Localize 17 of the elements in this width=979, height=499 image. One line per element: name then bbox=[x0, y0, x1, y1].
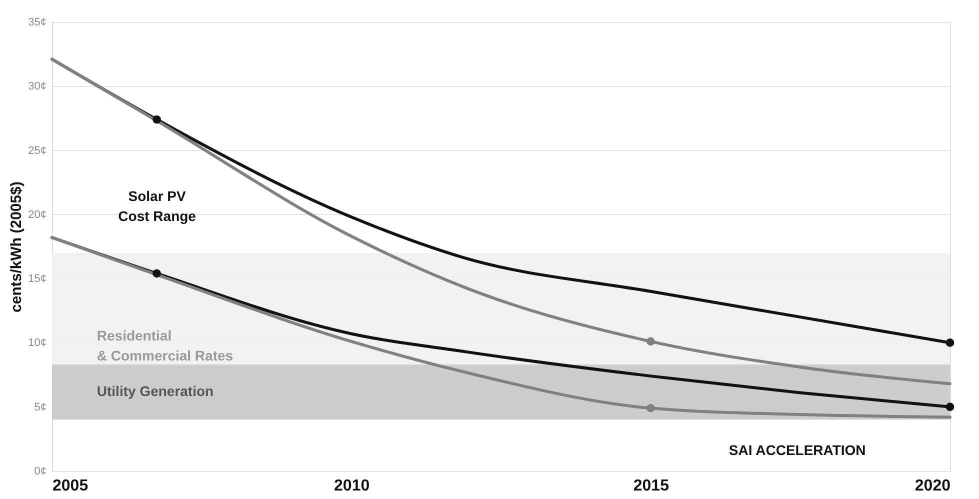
x-tick-label: 2010 bbox=[334, 478, 370, 494]
y-tick-label: 15¢ bbox=[28, 273, 46, 286]
y-tick-label: 25¢ bbox=[28, 144, 46, 157]
y-tick-label: 5¢ bbox=[34, 401, 46, 414]
x-tick-label: 2015 bbox=[633, 478, 670, 494]
y-tick-label: 20¢ bbox=[28, 208, 46, 221]
y-tick-label: 30¢ bbox=[28, 80, 46, 93]
band-label: Utility Generation bbox=[96, 383, 214, 400]
annotation: SAI ACCELERATION bbox=[728, 442, 866, 458]
y-tick-label: 35¢ bbox=[28, 16, 46, 28]
y-tick-label: 10¢ bbox=[28, 337, 46, 350]
x-tick-label: 2020 bbox=[914, 478, 951, 494]
y-tick-label: 0¢ bbox=[34, 466, 46, 478]
x-tick-label: 2005 bbox=[52, 478, 88, 494]
annotation: Solar PV Cost Range bbox=[118, 188, 196, 224]
band-label: Residential & Commercial Rates bbox=[96, 327, 234, 364]
y-axis-title: cents/kWh (2005$) bbox=[8, 182, 26, 312]
